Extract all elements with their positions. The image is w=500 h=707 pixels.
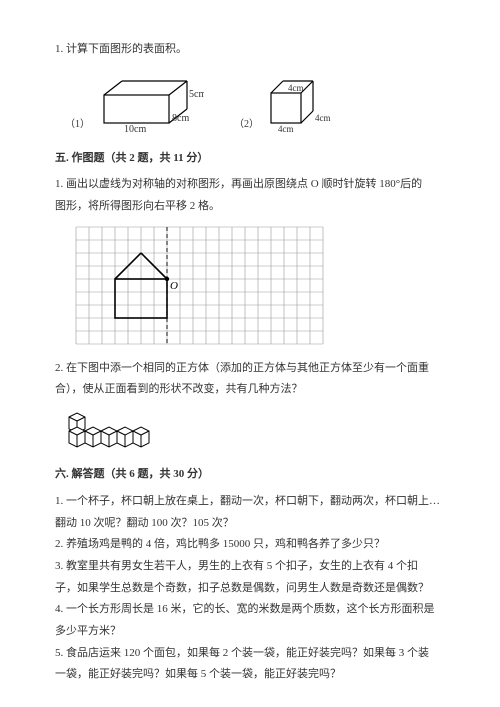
grid-svg: O [75, 226, 324, 345]
s6q4l2: 多少平方米？ [55, 622, 445, 641]
cube-a: 4cm [288, 83, 304, 93]
s6q1l2: 翻动 10 次呢？翻动 100 次？105 次？ [55, 514, 445, 533]
s6q5l1: 5. 食品店运来 120 个面包，如果每 2 个装一袋，能正好装完吗？如果每 3… [55, 644, 445, 663]
figure-row: （1） 5cm 8cm 10cm （2） [65, 73, 445, 133]
figure-1: （1） 5cm 8cm 10cm [65, 73, 204, 133]
svg-text:O: O [170, 280, 178, 292]
dim-w: 10cm [124, 124, 146, 133]
s6q1l1: 1. 一个杯子，杯口朝上放在桌上，翻动一次，杯口朝下，翻动两次，杯口朝上… [55, 492, 445, 511]
s5q2-l1: 2. 在下图中添一个相同的正方体（添加的正方体与其他正方体至少有一个面重 [55, 359, 445, 378]
s6q4l1: 4. 一个长方形周长是 16 米，它的长、宽的米数是两个质数，这个长方形面积是 [55, 600, 445, 619]
cube-c: 4cm [278, 124, 294, 133]
grid-figure: O [75, 226, 445, 345]
figure-2: （2） 4cm 4cm 4cm [234, 73, 343, 133]
s6q5l2: 一袋，能正好装完吗？如果每 5 个装一袋，能正好装完吗？ [55, 665, 445, 684]
cubes-figure [65, 409, 445, 449]
s6q3l2: 子，如果学生总数是个奇数，扣子总数是偶数，问男生人数是奇数还是偶数？ [55, 579, 445, 598]
cubes-svg [65, 409, 165, 449]
section-6-head: 六. 解答题（共 6 题，共 30 分） [55, 465, 445, 484]
s5q1-l1: 1. 画出以虚线为对称轴的对称图形，再画出原图绕点 O 顺时针旋转 180°后的 [55, 175, 445, 194]
cuboid-svg: 5cm 8cm 10cm [94, 73, 204, 133]
fig1-num: （1） [65, 116, 90, 133]
dim-h: 5cm [189, 89, 204, 100]
fig2-num: （2） [234, 116, 259, 133]
dim-d: 8cm [172, 113, 189, 124]
question-1: 1. 计算下面图形的表面积。 [55, 40, 445, 59]
s5q2-l2: 合），使从正面看到的形状不改变，共有几种方法？ [55, 380, 445, 399]
section-5-head: 五. 作图题（共 2 题，共 11 分） [55, 149, 445, 168]
cube-svg: 4cm 4cm 4cm [263, 73, 343, 133]
s6q2: 2. 养殖场鸡是鸭的 4 倍，鸡比鸭多 15000 只，鸡和鸭各养了多少只？ [55, 535, 445, 554]
s6q3l1: 3. 教室里共有男女生若干人，男生的上衣有 5 个扣子，女生的上衣有 4 个扣 [55, 557, 445, 576]
cube-b: 4cm [315, 113, 331, 123]
s5q1-l2: 图形，将所得图形向右平移 2 格。 [55, 197, 445, 216]
